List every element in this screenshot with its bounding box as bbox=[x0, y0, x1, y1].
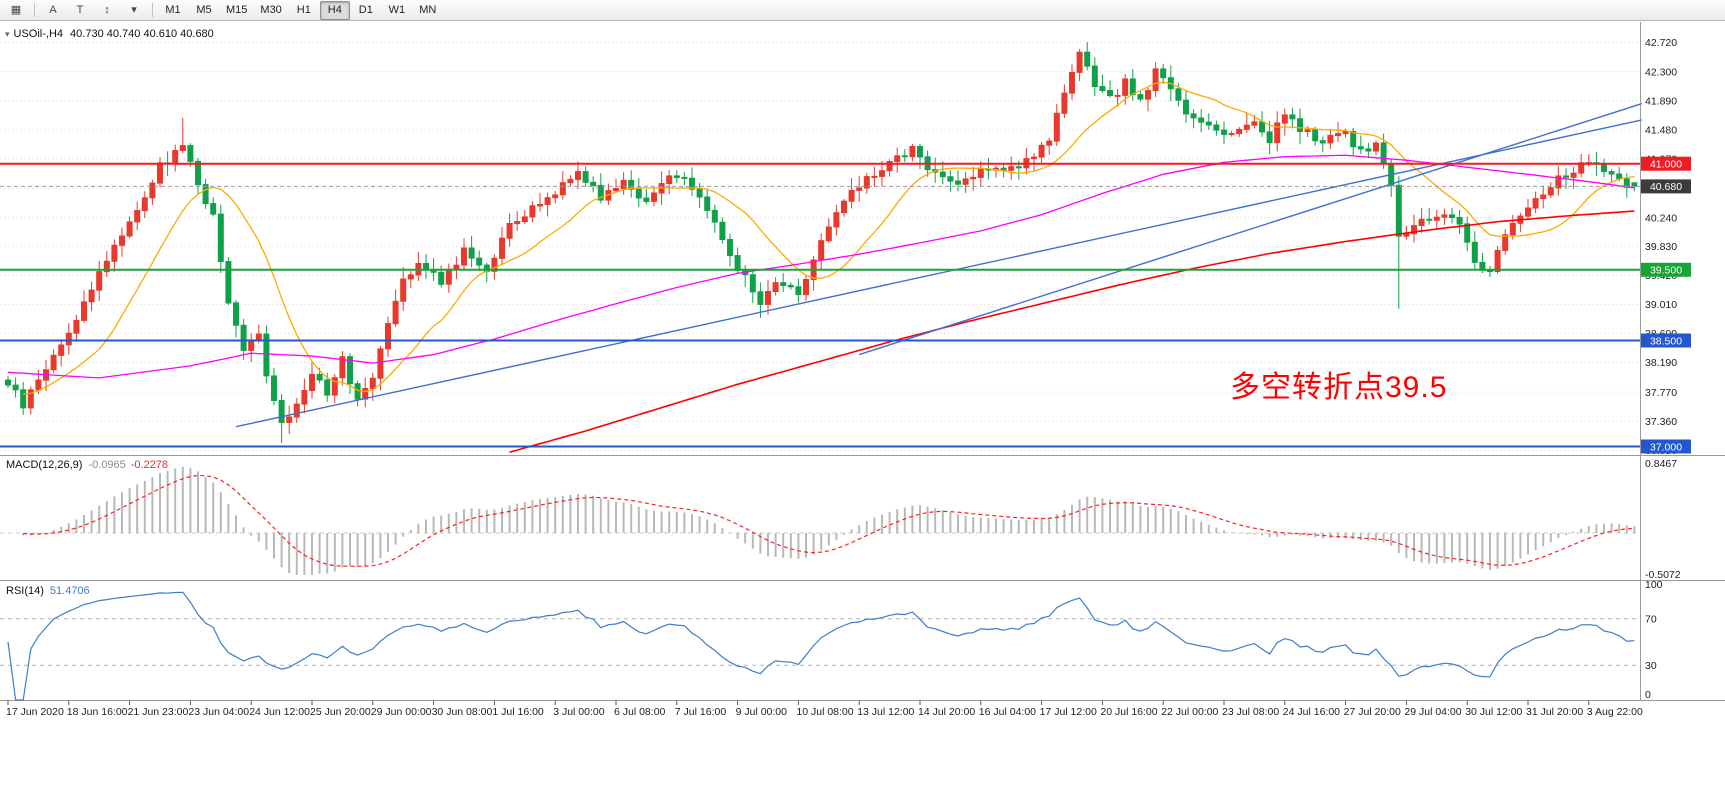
svg-text:30 Jun 08:00: 30 Jun 08:00 bbox=[432, 706, 493, 718]
svg-text:41.000: 41.000 bbox=[1650, 159, 1682, 171]
svg-text:41.480: 41.480 bbox=[1645, 125, 1677, 137]
svg-text:39.830: 39.830 bbox=[1645, 241, 1677, 253]
svg-text:37.000: 37.000 bbox=[1650, 441, 1682, 453]
svg-text:7 Jul 16:00: 7 Jul 16:00 bbox=[675, 706, 727, 718]
svg-text:6 Jul 08:00: 6 Jul 08:00 bbox=[614, 706, 666, 718]
timeframe-button-m30[interactable]: M30 bbox=[260, 3, 282, 16]
svg-text:30 Jul 12:00: 30 Jul 12:00 bbox=[1465, 706, 1522, 718]
svg-text:27 Jul 20:00: 27 Jul 20:00 bbox=[1344, 706, 1401, 718]
svg-text:30: 30 bbox=[1645, 660, 1657, 672]
annotation-letter-icon[interactable]: A bbox=[49, 3, 57, 16]
price-badge-37.000: 37.000 bbox=[1641, 439, 1691, 454]
svg-text:20 Jul 16:00: 20 Jul 16:00 bbox=[1100, 706, 1157, 718]
toolbar: ▦ A T ↕ ▾ M1 M5 M15 M30 H1 H4 D1 W1 MN bbox=[0, 0, 1725, 21]
toolbar-separator bbox=[152, 3, 153, 17]
svg-text:-0.5072: -0.5072 bbox=[1645, 569, 1681, 581]
svg-text:17 Jul 12:00: 17 Jul 12:00 bbox=[1040, 706, 1097, 718]
svg-text:42.300: 42.300 bbox=[1645, 67, 1677, 79]
svg-text:18 Jun 16:00: 18 Jun 16:00 bbox=[67, 706, 128, 718]
svg-text:0: 0 bbox=[1645, 689, 1651, 701]
svg-text:31 Jul 20:00: 31 Jul 20:00 bbox=[1526, 706, 1583, 718]
svg-text:40.240: 40.240 bbox=[1645, 212, 1677, 224]
uptrend-line-steep bbox=[858, 102, 1643, 356]
svg-text:1 Jul 16:00: 1 Jul 16:00 bbox=[492, 706, 544, 718]
price-badge-39.500: 39.500 bbox=[1641, 262, 1691, 277]
svg-text:39.500: 39.500 bbox=[1650, 265, 1682, 277]
svg-text:38.190: 38.190 bbox=[1645, 357, 1677, 369]
svg-text:25 Jun 20:00: 25 Jun 20:00 bbox=[310, 706, 371, 718]
svg-text:40.680: 40.680 bbox=[1650, 181, 1682, 193]
svg-text:38.500: 38.500 bbox=[1650, 335, 1682, 347]
timeframe-button-mn[interactable]: MN bbox=[419, 3, 437, 16]
svg-text:70: 70 bbox=[1645, 614, 1657, 626]
timeframe-button-h4[interactable]: H4 bbox=[319, 0, 350, 20]
ma-medium-line bbox=[7, 154, 1635, 379]
svg-text:13 Jul 12:00: 13 Jul 12:00 bbox=[857, 706, 914, 718]
price-badge-40.680: 40.680 bbox=[1641, 179, 1691, 194]
rsi-line bbox=[7, 591, 1635, 701]
svg-text:14 Jul 20:00: 14 Jul 20:00 bbox=[918, 706, 975, 718]
timeframe-button-m1[interactable]: M1 bbox=[165, 3, 181, 16]
svg-text:37.770: 37.770 bbox=[1645, 387, 1677, 399]
svg-text:24 Jul 16:00: 24 Jul 16:00 bbox=[1283, 706, 1340, 718]
svg-text:9 Jul 00:00: 9 Jul 00:00 bbox=[736, 706, 788, 718]
svg-text:24 Jun 12:00: 24 Jun 12:00 bbox=[249, 706, 310, 718]
text-tool-icon[interactable]: T bbox=[76, 3, 84, 16]
ma-slow-line bbox=[509, 210, 1635, 453]
svg-text:39.010: 39.010 bbox=[1645, 299, 1677, 311]
price-badge-41.000: 41.000 bbox=[1641, 156, 1691, 171]
svg-text:29 Jul 04:00: 29 Jul 04:00 bbox=[1404, 706, 1461, 718]
time-axis: 17 Jun 2020 18 Jun 16:00 21 Jun 23:00 23 Ju… bbox=[6, 700, 1643, 718]
svg-text:29 Jun 00:00: 29 Jun 00:00 bbox=[371, 706, 432, 718]
svg-text:42.720: 42.720 bbox=[1645, 37, 1677, 49]
macd-signal-line bbox=[23, 474, 1635, 567]
arrows-tool-icon[interactable]: ↕ bbox=[104, 3, 110, 16]
svg-text:17 Jun 2020: 17 Jun 2020 bbox=[6, 706, 64, 718]
svg-text:23 Jun 04:00: 23 Jun 04:00 bbox=[188, 706, 249, 718]
svg-text:100: 100 bbox=[1645, 579, 1663, 591]
macd-histogram bbox=[22, 466, 1636, 575]
price-badge-38.500: 38.500 bbox=[1641, 333, 1691, 348]
chart-grid-icon[interactable]: ▦ bbox=[10, 3, 22, 16]
toolbar-separator bbox=[34, 3, 35, 17]
ma-fast-line bbox=[23, 81, 1635, 395]
svg-text:3 Jul 00:00: 3 Jul 00:00 bbox=[553, 706, 605, 718]
timeframe-button-h1[interactable]: H1 bbox=[296, 3, 311, 16]
svg-text:3 Aug 22:00: 3 Aug 22:00 bbox=[1587, 706, 1643, 718]
svg-text:22 Jul 00:00: 22 Jul 00:00 bbox=[1161, 706, 1218, 718]
svg-text:41.890: 41.890 bbox=[1645, 96, 1677, 108]
timeframe-button-d1[interactable]: D1 bbox=[358, 3, 373, 16]
svg-text:0.8467: 0.8467 bbox=[1645, 458, 1677, 470]
timeframe-button-m5[interactable]: M5 bbox=[196, 3, 212, 16]
svg-text:21 Jun 23:00: 21 Jun 23:00 bbox=[128, 706, 189, 718]
svg-text:10 Jul 08:00: 10 Jul 08:00 bbox=[796, 706, 853, 718]
candlestick-series bbox=[5, 42, 1638, 443]
timeframe-button-m15[interactable]: M15 bbox=[226, 3, 248, 16]
tools-dropdown-icon[interactable]: ▾ bbox=[131, 3, 137, 16]
timeframe-button-w1[interactable]: W1 bbox=[388, 3, 406, 16]
chart-area[interactable]: 42.72042.30041.89041.48041.07040.65040.2… bbox=[0, 22, 1725, 792]
svg-text:23 Jul 08:00: 23 Jul 08:00 bbox=[1222, 706, 1279, 718]
svg-text:37.360: 37.360 bbox=[1645, 416, 1677, 428]
svg-text:16 Jul 04:00: 16 Jul 04:00 bbox=[979, 706, 1036, 718]
uptrend-line-long bbox=[235, 119, 1643, 428]
